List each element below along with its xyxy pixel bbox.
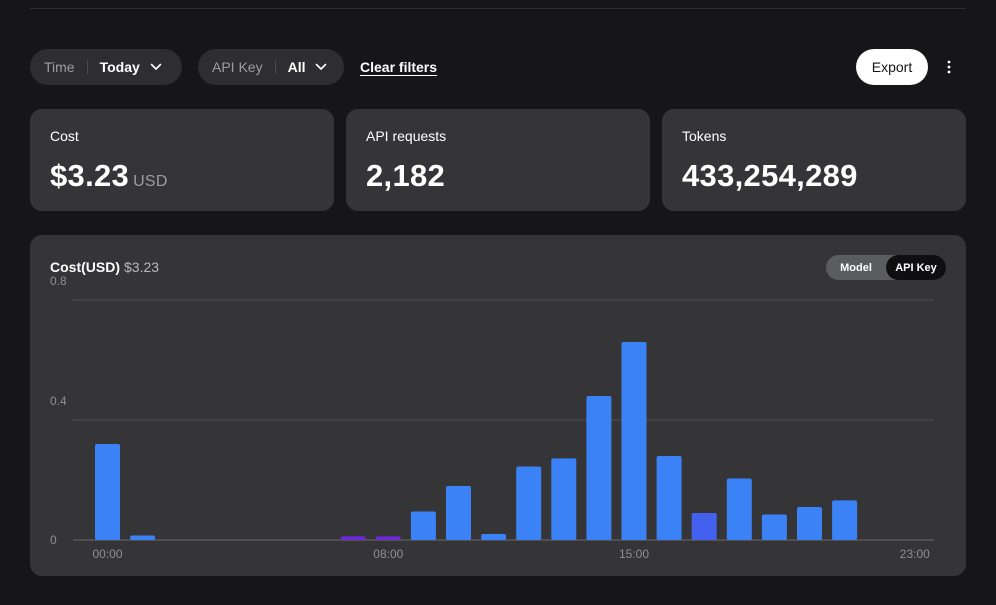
time-filter[interactable]: Time Today	[30, 49, 182, 85]
bar-20:00[interactable]	[797, 507, 822, 540]
api-key-filter[interactable]: API Key All	[198, 49, 344, 85]
x-tick-label: 00:00	[92, 547, 122, 561]
time-filter-label: Time	[44, 59, 75, 75]
bar-07:00[interactable]	[340, 536, 366, 540]
tokens-card-title: Tokens	[682, 128, 727, 144]
bar-11:00[interactable]	[481, 534, 507, 540]
toggle-option-api-key[interactable]: API Key	[886, 255, 946, 280]
cost-card-value-row: $3.23 USD	[50, 158, 314, 194]
api-key-filter-separator	[274, 60, 276, 74]
chart-total: $3.23	[124, 259, 160, 275]
chevron-down-icon	[150, 63, 162, 71]
chart-title-label: Cost(USD)	[50, 259, 120, 275]
api-key-filter-label: API Key	[212, 59, 263, 75]
chart-title: Cost(USD) $3.23	[50, 259, 159, 275]
x-tick-label: 23:00	[900, 547, 930, 561]
api-key-filter-value: All	[287, 59, 306, 75]
tokens-value: 433,254,289	[682, 158, 858, 193]
time-filter-separator	[86, 60, 88, 74]
bar-12:00[interactable]	[516, 466, 542, 541]
export-button[interactable]: Export	[856, 49, 928, 85]
bar-21:00[interactable]	[832, 500, 858, 540]
cost-value: $3.23	[50, 158, 130, 193]
cost-card: Cost $3.23 USD	[30, 109, 334, 211]
bar-08:00[interactable]	[375, 536, 401, 540]
cost-chart-card: Cost(USD) $3.23 Model API Key 0 0.4 0.8 00:0…	[30, 235, 966, 576]
y-tick-label: 0.8	[50, 274, 67, 288]
clear-filters-link[interactable]: Clear filters	[360, 59, 438, 75]
bar-15:00[interactable]	[621, 342, 647, 540]
bar-17:00[interactable]	[691, 513, 717, 540]
bar-01:00[interactable]	[130, 535, 156, 541]
chevron-down-icon	[315, 63, 327, 71]
bar-09:00[interactable]	[410, 511, 436, 541]
cost-unit: USD	[133, 173, 168, 190]
y-tick-label: 0.4	[50, 394, 67, 408]
time-filter-value: Today	[99, 59, 140, 75]
x-tick-label: 08:00	[373, 547, 403, 561]
top-divider	[30, 8, 966, 9]
api-requests-card: API requests 2,182	[346, 109, 650, 211]
bar-16:00[interactable]	[656, 456, 682, 540]
y-tick-label: 0	[50, 533, 57, 547]
api-requests-value: 2,182	[366, 158, 446, 193]
bar-13:00[interactable]	[551, 458, 577, 540]
bar-19:00[interactable]	[761, 514, 787, 541]
x-tick-label: 15:00	[619, 547, 649, 561]
cost-card-title: Cost	[50, 128, 79, 144]
toggle-option-model[interactable]: Model	[840, 261, 872, 274]
bar-00:00[interactable]	[95, 444, 120, 540]
bar-10:00[interactable]	[446, 486, 471, 540]
bar-18:00[interactable]	[726, 478, 752, 541]
bar-14:00[interactable]	[586, 396, 612, 540]
group-by-toggle: Model API Key	[826, 255, 946, 280]
vertical-dots-icon[interactable]	[939, 57, 959, 77]
tokens-card: Tokens 433,254,289	[662, 109, 966, 211]
cost-bar-chart: 0 0.4 0.8 00:00 08:00 15:00 23:00	[50, 274, 934, 561]
api-requests-card-title: API requests	[366, 128, 447, 144]
